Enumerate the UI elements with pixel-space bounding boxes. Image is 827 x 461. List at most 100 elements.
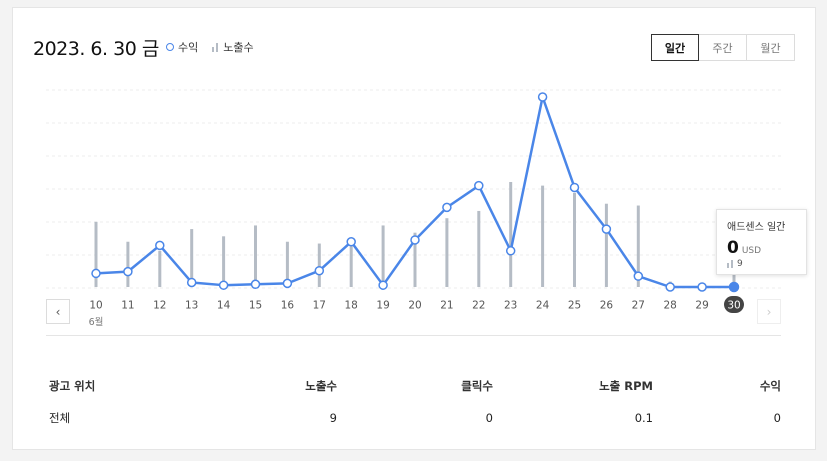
impression-bar <box>509 182 513 287</box>
x-tick-label: 19 <box>376 300 389 312</box>
chevron-left-icon: ‹ <box>55 304 61 319</box>
legend-revenue: 수익 <box>166 39 198 55</box>
next-day-button[interactable]: › <box>757 299 781 324</box>
revenue-point <box>569 182 580 193</box>
period-tabs: 일간 주간 월간 <box>651 34 795 61</box>
tab-monthly[interactable]: 월간 <box>747 34 795 61</box>
revenue-point <box>91 268 101 279</box>
impression-bar <box>126 241 130 287</box>
chevron-right-icon: › <box>766 304 772 319</box>
revenue-point <box>601 224 612 234</box>
header-impressions: 노출수 <box>305 379 337 393</box>
x-tick-label: 25 <box>568 300 581 312</box>
x-tick-label: 17 <box>313 300 326 312</box>
impression-bar <box>636 205 640 287</box>
tab-weekly[interactable]: 주간 <box>699 34 747 61</box>
x-tick-label: 29 <box>695 300 708 312</box>
x-tick-label: 18 <box>345 300 358 312</box>
impression-bar <box>285 241 289 287</box>
revenue-point <box>314 265 325 276</box>
revenue-point <box>378 280 388 290</box>
revenue-point <box>665 282 675 292</box>
revenue-point <box>442 202 452 213</box>
bar-chart-icon <box>212 42 219 52</box>
x-tick-label: 22 <box>472 300 485 312</box>
cell-impressions: 9 <box>329 411 337 425</box>
revenue-point <box>537 92 548 102</box>
revenue-point <box>218 280 229 290</box>
date-title: 2023. 6. 30 금 <box>33 38 159 60</box>
table-row: 전체 9 0 0.1 0 <box>49 402 781 434</box>
header-ad-position: 광고 위치 <box>49 379 96 393</box>
cell-position: 전체 <box>49 411 71 425</box>
impression-bar <box>413 232 417 287</box>
impression-bar <box>190 229 194 287</box>
x-tick-label: 30 <box>727 300 740 312</box>
legend-revenue-label: 수익 <box>178 41 199 54</box>
impression-bar <box>604 203 608 287</box>
x-tick-label: 10 <box>89 300 102 312</box>
chart-tooltip: 애드센스 일간 0 USD 9 <box>716 209 807 275</box>
x-tick-label: 12 <box>153 300 166 312</box>
impression-bar <box>317 243 321 287</box>
selected-day-badge <box>724 296 744 313</box>
tooltip-impressions: 9 <box>737 259 743 269</box>
header-rpm: 노출 RPM <box>599 379 653 393</box>
impression-bar <box>445 218 449 287</box>
revenue-chart: 10 11 12 13 14 15 16 17 18 19 20 21 22 23 24 25 26 27 28 29… <box>46 89 781 328</box>
revenue-point <box>346 237 356 247</box>
chart-legend: 수익 노출수 <box>166 39 254 55</box>
x-tick-label: 23 <box>504 300 517 312</box>
summary-table: 광고 위치 노출수 클릭수 노출 RPM 수익 전체 9 0 0.1 0 <box>49 370 781 434</box>
revenue-point <box>410 235 420 245</box>
impression-bar <box>541 185 545 287</box>
x-tick-label: 13 <box>185 300 198 312</box>
header-revenue: 수익 <box>759 379 781 393</box>
revenue-point <box>155 240 165 251</box>
revenue-point <box>697 282 707 292</box>
revenue-point <box>474 180 484 191</box>
x-tick-label: 24 <box>536 300 550 312</box>
x-tick-label: 11 <box>121 300 134 312</box>
header-clicks: 클릭수 <box>461 379 493 393</box>
x-tick-label: 27 <box>632 300 645 312</box>
impression-bar <box>254 225 257 287</box>
x-tick-label: 21 <box>440 300 453 312</box>
revenue-point <box>282 278 293 289</box>
impression-bar <box>94 221 98 287</box>
tooltip-title: 애드센스 일간 <box>727 222 786 233</box>
cell-revenue: 0 <box>773 411 781 425</box>
x-tick-label: 14 <box>217 300 231 312</box>
legend-impressions: 노출수 <box>212 39 254 55</box>
impression-bar <box>477 210 481 287</box>
impression-bar <box>349 238 353 287</box>
table-header: 광고 위치 노출수 클릭수 노출 RPM 수익 <box>49 370 781 402</box>
x-tick-label: 26 <box>600 300 614 312</box>
cell-rpm: 0.1 <box>634 411 653 425</box>
divider <box>46 335 781 336</box>
tooltip-unit: USD <box>741 246 762 256</box>
impression-bar <box>732 270 736 287</box>
month-label: 6월 <box>89 316 104 328</box>
x-tick-label: 28 <box>664 300 677 312</box>
revenue-point <box>728 281 740 293</box>
revenue-point <box>505 246 516 256</box>
x-tick-label: 15 <box>249 300 262 312</box>
impression-bar <box>573 192 576 287</box>
circle-icon <box>166 43 174 51</box>
prev-day-button[interactable]: ‹ <box>46 299 70 324</box>
impression-bar <box>222 236 226 287</box>
revenue-point <box>633 271 644 281</box>
report-card: 2023. 6. 30 금 수익 노출수 일간 주간 월간 10 11 12 13 14… <box>12 7 816 450</box>
x-tick-label: 20 <box>408 300 421 312</box>
cell-clicks: 0 <box>485 411 493 425</box>
x-tick-label: 16 <box>281 300 295 312</box>
impression-bar <box>158 250 162 287</box>
tab-daily[interactable]: 일간 <box>651 34 699 61</box>
bar-chart-icon <box>727 260 734 268</box>
legend-impressions-label: 노출수 <box>223 41 254 54</box>
revenue-point <box>123 266 133 277</box>
impression-bar <box>381 225 385 287</box>
revenue-point <box>250 279 261 290</box>
tooltip-revenue: 0 <box>727 238 739 258</box>
